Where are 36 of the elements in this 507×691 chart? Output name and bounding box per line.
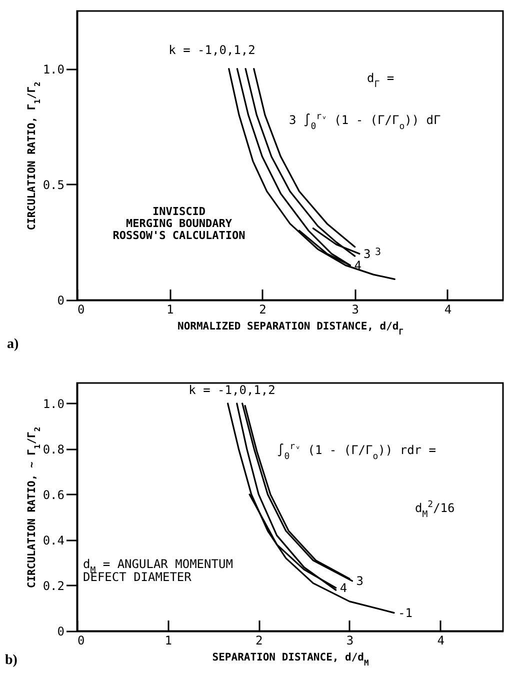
x-tick-label: 0 xyxy=(78,634,85,648)
x-tick-label: 4 xyxy=(444,302,452,316)
annotation: 4 xyxy=(340,580,348,595)
x-tick-label: 3 xyxy=(352,302,359,316)
annotation: d$_{M}$ = ANGULAR MOMENTUM DEFECT DIAMETER xyxy=(83,557,233,584)
x-tick-label: 0 xyxy=(78,302,85,316)
annotation: k = -1,0,1,2 xyxy=(168,43,256,57)
x-tick-label: 1 xyxy=(166,302,174,316)
x-axis-title: NORMALIZED SEPARATION DISTANCE, d/d$_{Γ}$ xyxy=(178,320,404,336)
annotation: d$_{M}$$^{2}$/16 xyxy=(415,500,455,520)
y-tick-label: 0 xyxy=(57,624,64,638)
text: b) xyxy=(5,653,18,668)
annotation: 3 xyxy=(356,574,364,588)
annotation: INVISCID MERGING BOUNDARY ROSSOW'S CALCULATION xyxy=(112,205,246,242)
y-tick-label: 0.6 xyxy=(42,488,64,502)
y-tick-label: 0 xyxy=(57,294,64,308)
annotation: k = -1,0,1,2 xyxy=(188,383,276,397)
text: a) xyxy=(7,337,19,352)
annotation: 3 ∫$_{0}$$^{rᵥ}$ (1 - (Γ/Γ$_{o}$)) dΓ xyxy=(289,112,441,132)
y-tick-label: 0.4 xyxy=(42,533,64,548)
annotation: -1 xyxy=(398,606,412,620)
y-tick-label: 0.5 xyxy=(42,178,64,192)
x-tick-label: 2 xyxy=(256,634,263,648)
y-tick-label: 0.8 xyxy=(42,442,64,456)
x-tick-label: 1 xyxy=(164,634,172,648)
x-tick-label: 4 xyxy=(437,634,444,648)
annotation: 3 xyxy=(363,246,371,261)
y-tick-label: 1.0 xyxy=(42,62,64,76)
annotation: d$_{Γ}$ = xyxy=(367,71,394,90)
annotation: 3 xyxy=(375,247,382,258)
y-tick-label: 1.0 xyxy=(42,396,64,411)
y-tick-label: 0.2 xyxy=(42,578,64,593)
x-axis-title: SEPARATION DISTANCE, d/d$_{M}$ xyxy=(212,652,369,667)
x-tick-label: 3 xyxy=(346,634,354,648)
x-tick-label: 2 xyxy=(259,302,266,316)
annotation: ∫$_{0}$$^{rᵥ}$ (1 - (Γ/Γ$_{o}$)) rdr = xyxy=(277,442,436,462)
